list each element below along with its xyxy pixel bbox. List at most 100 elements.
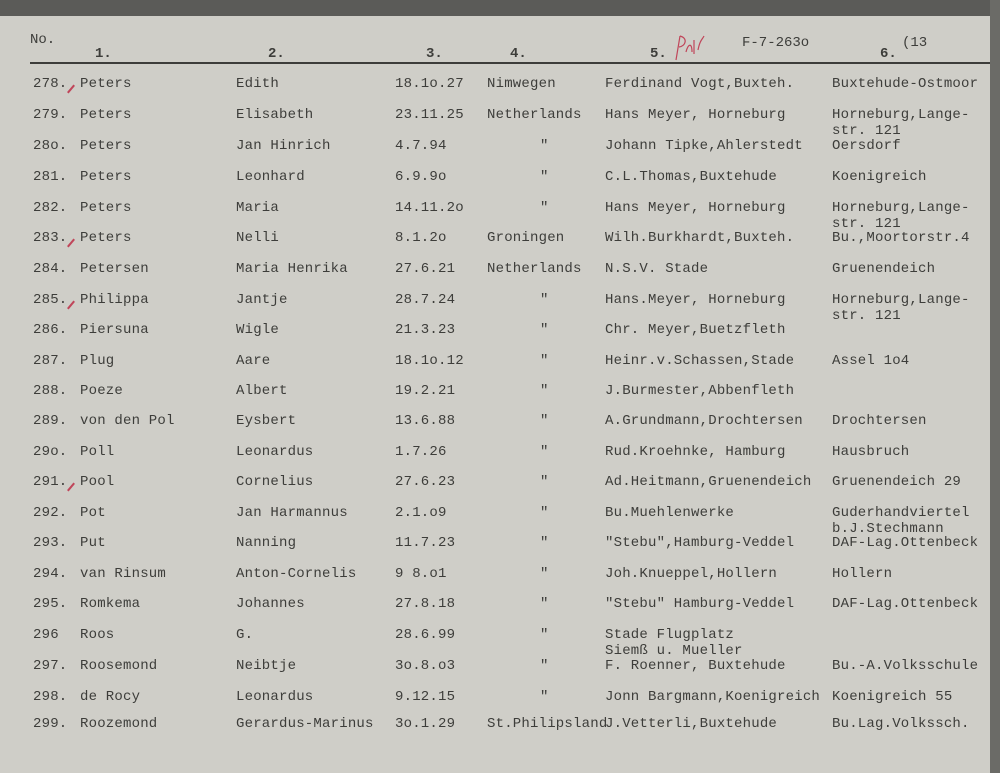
cell-residence: Gruenendeich 29 — [832, 474, 962, 490]
cell-date: 9.12.15 — [395, 689, 456, 705]
cell-given: Johannes — [236, 596, 305, 612]
cell-given: Leonardus — [236, 689, 314, 705]
cell-no: 291. — [33, 474, 68, 490]
cell-place: " — [540, 353, 549, 369]
header-underline — [30, 62, 990, 64]
table-row: 29o. Poll Leonardus 1.7.26 " Rud.Kroehnke, Ha… — [0, 444, 990, 474]
table-row: 294. van Rinsum Anton-Cornelis 9 8.o1 " Joh.K… — [0, 566, 990, 596]
cell-residence: DAF-Lag.Ottenbeck — [832, 535, 979, 551]
cell-date: 4.7.94 — [395, 138, 447, 154]
cell-residence: Bu.Lag.Volkssch. — [832, 716, 970, 732]
cell-date: 6.9.9o — [395, 169, 447, 185]
cell-employer: Ad.Heitmann,Gruenendeich — [605, 474, 812, 490]
cell-place: " — [540, 658, 549, 674]
cell-given: Albert — [236, 383, 288, 399]
cell-place: Groningen — [487, 230, 565, 246]
cell-place: " — [540, 474, 549, 490]
cell-residence: Oersdorf — [832, 138, 901, 154]
cell-employer: Hans Meyer, Horneburg — [605, 200, 786, 216]
cell-surname: Put — [80, 535, 106, 551]
cell-date: 27.8.18 — [395, 596, 456, 612]
cell-given: Leonardus — [236, 444, 314, 460]
cell-no: 293. — [33, 535, 68, 551]
cell-employer: Hans.Meyer, Horneburg — [605, 292, 786, 308]
cell-no: 298. — [33, 689, 68, 705]
cell-surname: Peters — [80, 169, 132, 185]
cell-given: Eysbert — [236, 413, 297, 429]
cell-place: Netherlands — [487, 107, 582, 123]
table-row: 292. Pot Jan Harmannus 2.1.o9 " Bu.Muehlenwer… — [0, 505, 990, 537]
table-row: 289. von den Pol Eysbert 13.6.88 " A.Grundman… — [0, 413, 990, 443]
document-page — [0, 16, 990, 773]
cell-place: " — [540, 169, 549, 185]
cell-residence: Drochtersen — [832, 413, 927, 429]
cell-given: Nanning — [236, 535, 297, 551]
cell-surname: Plug — [80, 353, 115, 369]
table-row: 296 Roos G. 28.6.99 " Stade Flugplatz Siemß u… — [0, 627, 990, 659]
cell-given: Elisabeth — [236, 107, 314, 123]
red-check-mark — [67, 300, 75, 310]
cell-residence: Hollern — [832, 566, 893, 582]
cell-given: Cornelius — [236, 474, 314, 490]
cell-date: 27.6.21 — [395, 261, 456, 277]
red-pencil-annotation — [675, 35, 705, 61]
column-header-4: 4. — [510, 46, 527, 62]
cell-no: 297. — [33, 658, 68, 674]
table-row: 284. Petersen Maria Henrika 27.6.21 Netherla… — [0, 261, 990, 291]
cell-place: " — [540, 535, 549, 551]
cell-residence: Horneburg,Lange- str. 121 — [832, 200, 970, 232]
table-row: 28o. Peters Jan Hinrich 4.7.94 " Johann Tipke… — [0, 138, 990, 168]
cell-date: 28.7.24 — [395, 292, 456, 308]
cell-given: Wigle — [236, 322, 280, 338]
table-row: 286. Piersuna Wigle 21.3.23 " Chr. Meyer,Buet… — [0, 322, 990, 352]
red-check-mark — [67, 84, 75, 94]
cell-employer: Heinr.v.Schassen,Stade — [605, 353, 795, 369]
cell-no: 289. — [33, 413, 68, 429]
cell-place: " — [540, 322, 549, 338]
cell-no: 28o. — [33, 138, 68, 154]
cell-date: 11.7.23 — [395, 535, 456, 551]
cell-place: " — [540, 413, 549, 429]
cell-no: 285. — [33, 292, 68, 308]
cell-given: Aare — [236, 353, 271, 369]
cell-date: 18.1o.12 — [395, 353, 464, 369]
cell-employer: Stade Flugplatz Siemß u. Mueller — [605, 627, 743, 659]
cell-date: 9 8.o1 — [395, 566, 447, 582]
cell-employer: Hans Meyer, Horneburg — [605, 107, 786, 123]
scan-right-border — [990, 0, 1000, 773]
cell-date: 3o.1.29 — [395, 716, 456, 732]
cell-employer: Jonn Bargmann,Koenigreich — [605, 689, 821, 705]
cell-no: 286. — [33, 322, 68, 338]
cell-no: 29o. — [33, 444, 68, 460]
cell-surname: Peters — [80, 76, 132, 92]
cell-no: 294. — [33, 566, 68, 582]
cell-date: 21.3.23 — [395, 322, 456, 338]
cell-surname: de Rocy — [80, 689, 141, 705]
cell-date: 18.1o.27 — [395, 76, 464, 92]
cell-surname: Peters — [80, 107, 132, 123]
cell-no: 292. — [33, 505, 68, 521]
table-row: 291. Pool Cornelius 27.6.23 " Ad.Heitmann,Gru… — [0, 474, 990, 504]
table-row: 283. Peters Nelli 8.1.2o Groningen Wilh.Burkh… — [0, 230, 990, 260]
table-row: 288. Poeze Albert 19.2.21 " J.Burmester,Abben… — [0, 383, 990, 413]
cell-no: 287. — [33, 353, 68, 369]
cell-residence: Buxtehude-Ostmoor — [832, 76, 979, 92]
cell-place: " — [540, 138, 549, 154]
cell-residence: Horneburg,Lange- str. 121 — [832, 292, 970, 324]
cell-date: 2.1.o9 — [395, 505, 447, 521]
cell-date: 23.11.25 — [395, 107, 464, 123]
table-row: 298. de Rocy Leonardus 9.12.15 " Jonn Bargman… — [0, 689, 990, 719]
cell-employer: F. Roenner, Buxtehude — [605, 658, 786, 674]
table-row: 295. Romkema Johannes 27.8.18 " "Stebu" Hambu… — [0, 596, 990, 626]
cell-employer: Ferdinand Vogt,Buxteh. — [605, 76, 795, 92]
red-check-mark — [67, 238, 75, 248]
red-check-mark — [67, 482, 75, 492]
cell-employer: "Stebu",Hamburg-Veddel — [605, 535, 795, 551]
cell-residence: Horneburg,Lange- str. 121 — [832, 107, 970, 139]
column-header-5: 5. — [650, 46, 667, 62]
table-row: 293. Put Nanning 11.7.23 " "Stebu",Hamburg-Ve… — [0, 535, 990, 565]
cell-place: " — [540, 596, 549, 612]
cell-employer: Chr. Meyer,Buetzfleth — [605, 322, 786, 338]
cell-residence: Koenigreich 55 — [832, 689, 953, 705]
cell-given: Jan Hinrich — [236, 138, 331, 154]
